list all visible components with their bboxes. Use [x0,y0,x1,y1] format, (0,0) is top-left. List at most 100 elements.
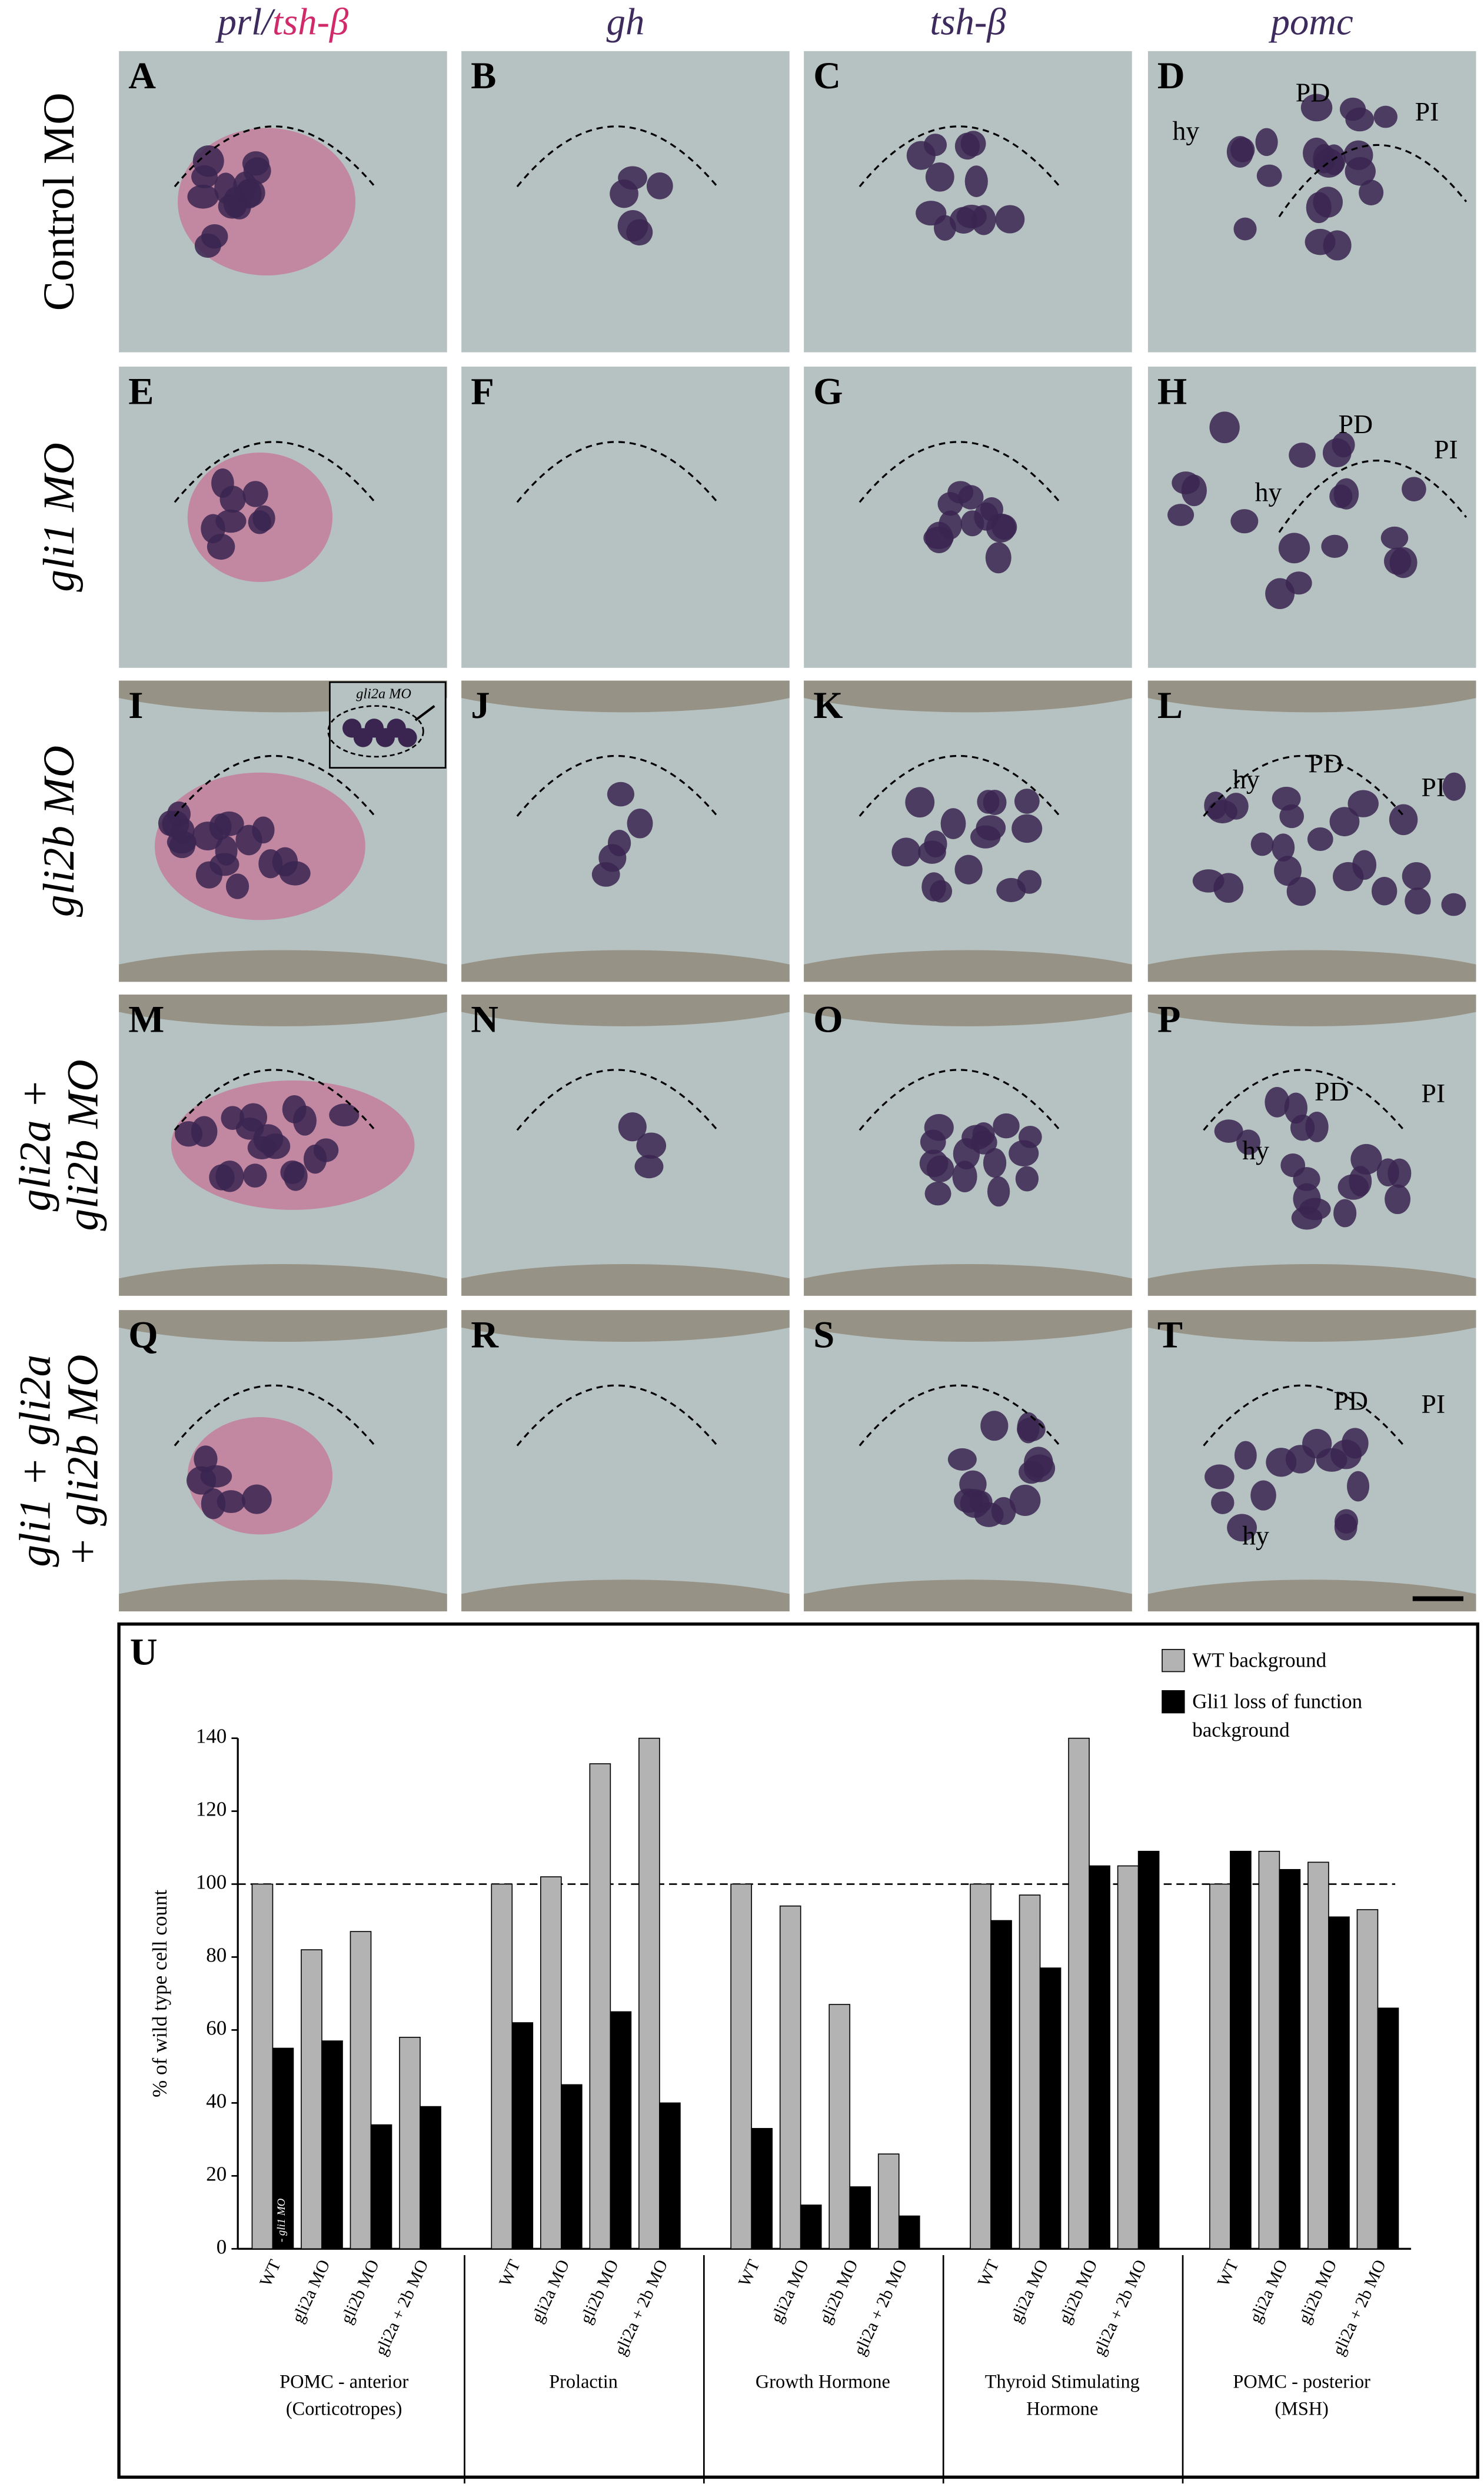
stained-cell [1211,1491,1235,1514]
x-tick-label: WT [1214,2257,1242,2289]
stained-cell [1350,1143,1382,1175]
bar [779,1905,801,2250]
column-header: pomc [1269,1,1353,43]
stained-cell [1359,179,1384,205]
bar [1068,1737,1090,2250]
bar [370,2124,392,2250]
dashed-outline [1203,1069,1405,1131]
column-header: gh [607,1,645,43]
stained-cell [167,830,197,854]
x-tick-label: WT [735,2257,763,2289]
region-label: PI [1421,772,1445,802]
group-label: Growth Hormone [756,2371,890,2392]
stained-cell [925,162,954,192]
x-tick-label: gli2a + 2b MO [850,2257,911,2359]
stained-cell [919,1149,949,1178]
stained-cell [209,853,239,876]
stained-cell [239,1103,268,1132]
region-label: hy [1233,764,1260,794]
stained-cell [282,1095,307,1123]
x-tick-label: gli2a MO [288,2257,334,2326]
micrograph [119,1310,447,1612]
x-tick-label: gli2a MO [528,2257,573,2326]
stained-cell [1233,217,1257,241]
stained-cell [1015,1166,1039,1192]
stained-cell [174,1121,203,1147]
bar [1019,1894,1041,2250]
bar [1328,1916,1350,2250]
row-label: gli2a + [11,1079,60,1212]
bar [491,1883,513,2250]
x-tick-label: gli2a MO [767,2257,813,2326]
stained-cell [607,830,631,856]
x-tick-label: gli2a + 2b MO [1329,2257,1390,2359]
stained-cell [987,1176,1010,1207]
tissue-band [119,994,447,1026]
stained-cell [924,1181,951,1206]
stained-cell [959,1470,987,1498]
stained-cell [279,861,311,886]
x-tick-label: WT [495,2257,524,2289]
region-label: PD [1338,409,1373,439]
stained-cell [1389,804,1418,836]
stained-cell [953,1138,980,1169]
bar [589,1763,611,2250]
bar [321,2040,343,2250]
micrograph-background [461,366,790,668]
micrograph [461,1310,790,1612]
micrograph [119,366,447,668]
panel-letter: K [813,684,843,726]
dashed-outline [174,1069,376,1131]
bar [511,2022,534,2250]
micrograph-background [804,680,1132,982]
stained-cell [1265,1087,1290,1118]
stained-cell [1207,800,1237,824]
stained-cell [1322,438,1352,467]
dashed-outline [174,441,376,503]
group-label: (Corticotropes) [286,2398,402,2419]
micrograph [119,51,447,353]
stained-cell [1272,786,1301,811]
stained-cell [1402,477,1426,502]
region-label: hy [1242,1135,1269,1165]
stained-cell [1345,107,1375,132]
panel-letter: U [130,1630,158,1673]
bar [849,2186,871,2250]
stained-cell [242,481,268,507]
tissue-band [804,680,1132,713]
x-tick-label: gli2b MO [1056,2257,1102,2327]
stained-cell [920,1129,946,1155]
panel-letter: N [471,998,498,1040]
stained-cell [1214,1119,1243,1143]
bar [730,1883,752,2250]
bar [990,1920,1012,2250]
dashed-outline [859,1384,1061,1447]
stained-cell [1256,164,1282,187]
group-label: POMC - anterior [280,2371,408,2392]
dashed-outline [1203,1384,1405,1447]
stained-cell [284,1161,308,1191]
tissue-band [461,1310,790,1342]
legend-swatch [1162,1690,1185,1714]
bar [828,2004,851,2250]
panel-letter: O [813,998,843,1040]
stained-cell [607,782,634,807]
stained-cell [201,224,228,249]
tissue-band [461,994,790,1026]
y-axis-label: % of wild type cell count [148,1890,171,2097]
tissue-band [1147,1310,1476,1342]
region-label: PI [1415,97,1439,127]
stained-cell [1272,833,1295,862]
stained-cell [1014,789,1040,814]
stained-cell [956,204,987,228]
stained-cell [937,492,963,516]
x-tick-label: gli2b MO [577,2257,623,2327]
stained-cell [1293,1183,1321,1215]
tissue-band [1147,950,1476,982]
row-label: gli1 MO [35,443,84,592]
stained-cell [627,809,653,839]
column-header-part: pomc [1269,1,1353,43]
bar [970,1883,991,2250]
stained-cell [993,1113,1020,1139]
panel-letter: C [813,54,841,97]
